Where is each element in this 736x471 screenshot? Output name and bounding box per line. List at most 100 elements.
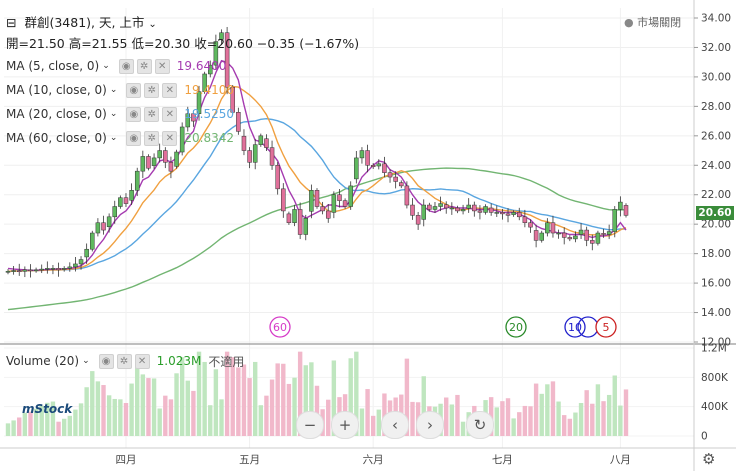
- candle-body: [432, 206, 438, 210]
- zoom-out-button[interactable]: −: [296, 411, 324, 439]
- close-icon[interactable]: ✕: [162, 82, 178, 98]
- eye-icon[interactable]: ◉: [126, 82, 142, 98]
- gear-icon[interactable]: ✲: [144, 82, 160, 98]
- scroll-left-button[interactable]: ‹: [381, 411, 409, 439]
- volume-bar: [522, 405, 528, 436]
- volume-bar: [168, 399, 174, 436]
- candle-body: [404, 185, 410, 206]
- volume-bar: [90, 371, 95, 436]
- candle-body: [112, 206, 117, 218]
- symbol-header[interactable]: ⊟ 群創(3481), 天, 上市 ⌄: [6, 12, 157, 31]
- candle-body: [275, 165, 280, 190]
- volume-bar: [112, 398, 117, 436]
- volume-bar: [185, 380, 190, 436]
- candle-body: [365, 150, 370, 166]
- eye-icon[interactable]: ◉: [98, 353, 114, 369]
- eye-icon[interactable]: ◉: [126, 106, 142, 122]
- candle-body: [123, 197, 129, 204]
- time-tick-label: 五月: [239, 454, 260, 466]
- volume-bar: [286, 383, 292, 436]
- candle-body: [590, 240, 595, 244]
- chevron-down-icon: ⌄: [102, 61, 110, 71]
- volume-bar: [219, 399, 224, 436]
- candle-body: [354, 157, 359, 180]
- candle-body: [578, 229, 584, 235]
- volume-bar: [359, 408, 365, 436]
- candle-body: [191, 113, 196, 122]
- price-tick-label: 12.00: [701, 337, 731, 349]
- indicator-row-ma60[interactable]: MA (60, close, 0) ⌄ ◉ ✲ ✕ 20.8342: [6, 130, 234, 146]
- candle-body: [118, 197, 123, 207]
- price-tick-label: 34.00: [701, 13, 731, 25]
- chevron-down-icon[interactable]: ⌄: [148, 19, 157, 30]
- candle-body: [269, 147, 275, 166]
- candle-body: [618, 201, 623, 210]
- candle-body: [45, 268, 50, 270]
- candle-body: [539, 232, 544, 241]
- volume-bar: [11, 420, 16, 436]
- price-tick-label: 14.00: [701, 307, 731, 319]
- event-marker-label: 60: [273, 321, 287, 334]
- eye-icon[interactable]: ◉: [118, 58, 134, 74]
- volume-bar: [236, 367, 241, 436]
- volume-bar: [578, 403, 584, 436]
- gear-icon[interactable]: ✲: [136, 58, 152, 74]
- gear-icon[interactable]: ✲: [144, 130, 160, 146]
- close-icon[interactable]: ✕: [162, 130, 178, 146]
- candle-body: [151, 157, 157, 166]
- volume-bar: [230, 357, 235, 436]
- candle-body: [342, 200, 348, 207]
- indicator-row-ma5[interactable]: MA (5, close, 0) ⌄ ◉ ✲ ✕ 19.6400: [6, 58, 227, 74]
- volume-bar: [365, 389, 370, 436]
- candle-body: [606, 231, 612, 235]
- zoom-in-button[interactable]: +: [331, 411, 359, 439]
- indicator-row-ma10[interactable]: MA (10, close, 0) ⌄ ◉ ✲ ✕ 19.4100: [6, 82, 234, 98]
- collapse-icon[interactable]: ⊟: [6, 15, 17, 30]
- gear-icon[interactable]: ⚙: [702, 450, 716, 468]
- candlesticks: [5, 26, 629, 278]
- candle-body: [163, 150, 168, 163]
- price-tick-label: 16.00: [701, 278, 731, 290]
- event-marker-circle: [595, 316, 617, 338]
- ma60-value: 20.8342: [184, 131, 234, 145]
- candle-body: [415, 215, 421, 225]
- volume-bar: [567, 418, 573, 436]
- candle-body: [511, 212, 516, 215]
- candle-body: [236, 112, 241, 132]
- candle-body: [61, 268, 67, 270]
- candle-body: [5, 271, 11, 273]
- volume-bar: [623, 389, 629, 436]
- candle-body: [325, 210, 331, 219]
- reset-button[interactable]: ↻: [466, 411, 494, 439]
- candle-body: [28, 269, 33, 272]
- volume-bar: [163, 395, 168, 436]
- volume-legend[interactable]: Volume (20) ⌄ ◉ ✲ ✕ 1.023M 不適用: [6, 353, 245, 369]
- volume-bar: [590, 403, 595, 436]
- indicator-row-ma20[interactable]: MA (20, close, 0) ⌄ ◉ ✲ ✕ 19.5250: [6, 106, 234, 122]
- eye-icon[interactable]: ◉: [126, 130, 142, 146]
- volume-bar: [28, 411, 33, 436]
- close-icon[interactable]: ✕: [134, 353, 150, 369]
- volume-bar: [444, 397, 449, 436]
- close-icon[interactable]: ✕: [162, 106, 178, 122]
- volume-bar: [303, 365, 308, 436]
- volume-bar: [449, 404, 455, 436]
- volume-bar: [292, 377, 297, 436]
- candle-body: [179, 126, 185, 153]
- scroll-right-button[interactable]: ›: [416, 411, 444, 439]
- volume-bar: [241, 364, 247, 436]
- candle-body: [505, 213, 511, 216]
- time-tick-label: 四月: [115, 454, 136, 466]
- time-tick-label: 六月: [363, 454, 384, 466]
- candle-body: [573, 235, 578, 240]
- gear-icon[interactable]: ✲: [144, 106, 160, 122]
- candle-body: [595, 232, 601, 244]
- candle-body: [208, 64, 213, 75]
- close-icon[interactable]: ✕: [154, 58, 170, 74]
- volume-bar: [404, 358, 410, 436]
- gear-icon[interactable]: ✲: [116, 353, 132, 369]
- volume-bar: [460, 421, 466, 436]
- candle-body: [78, 259, 84, 265]
- time-tick-label: 八月: [610, 454, 631, 466]
